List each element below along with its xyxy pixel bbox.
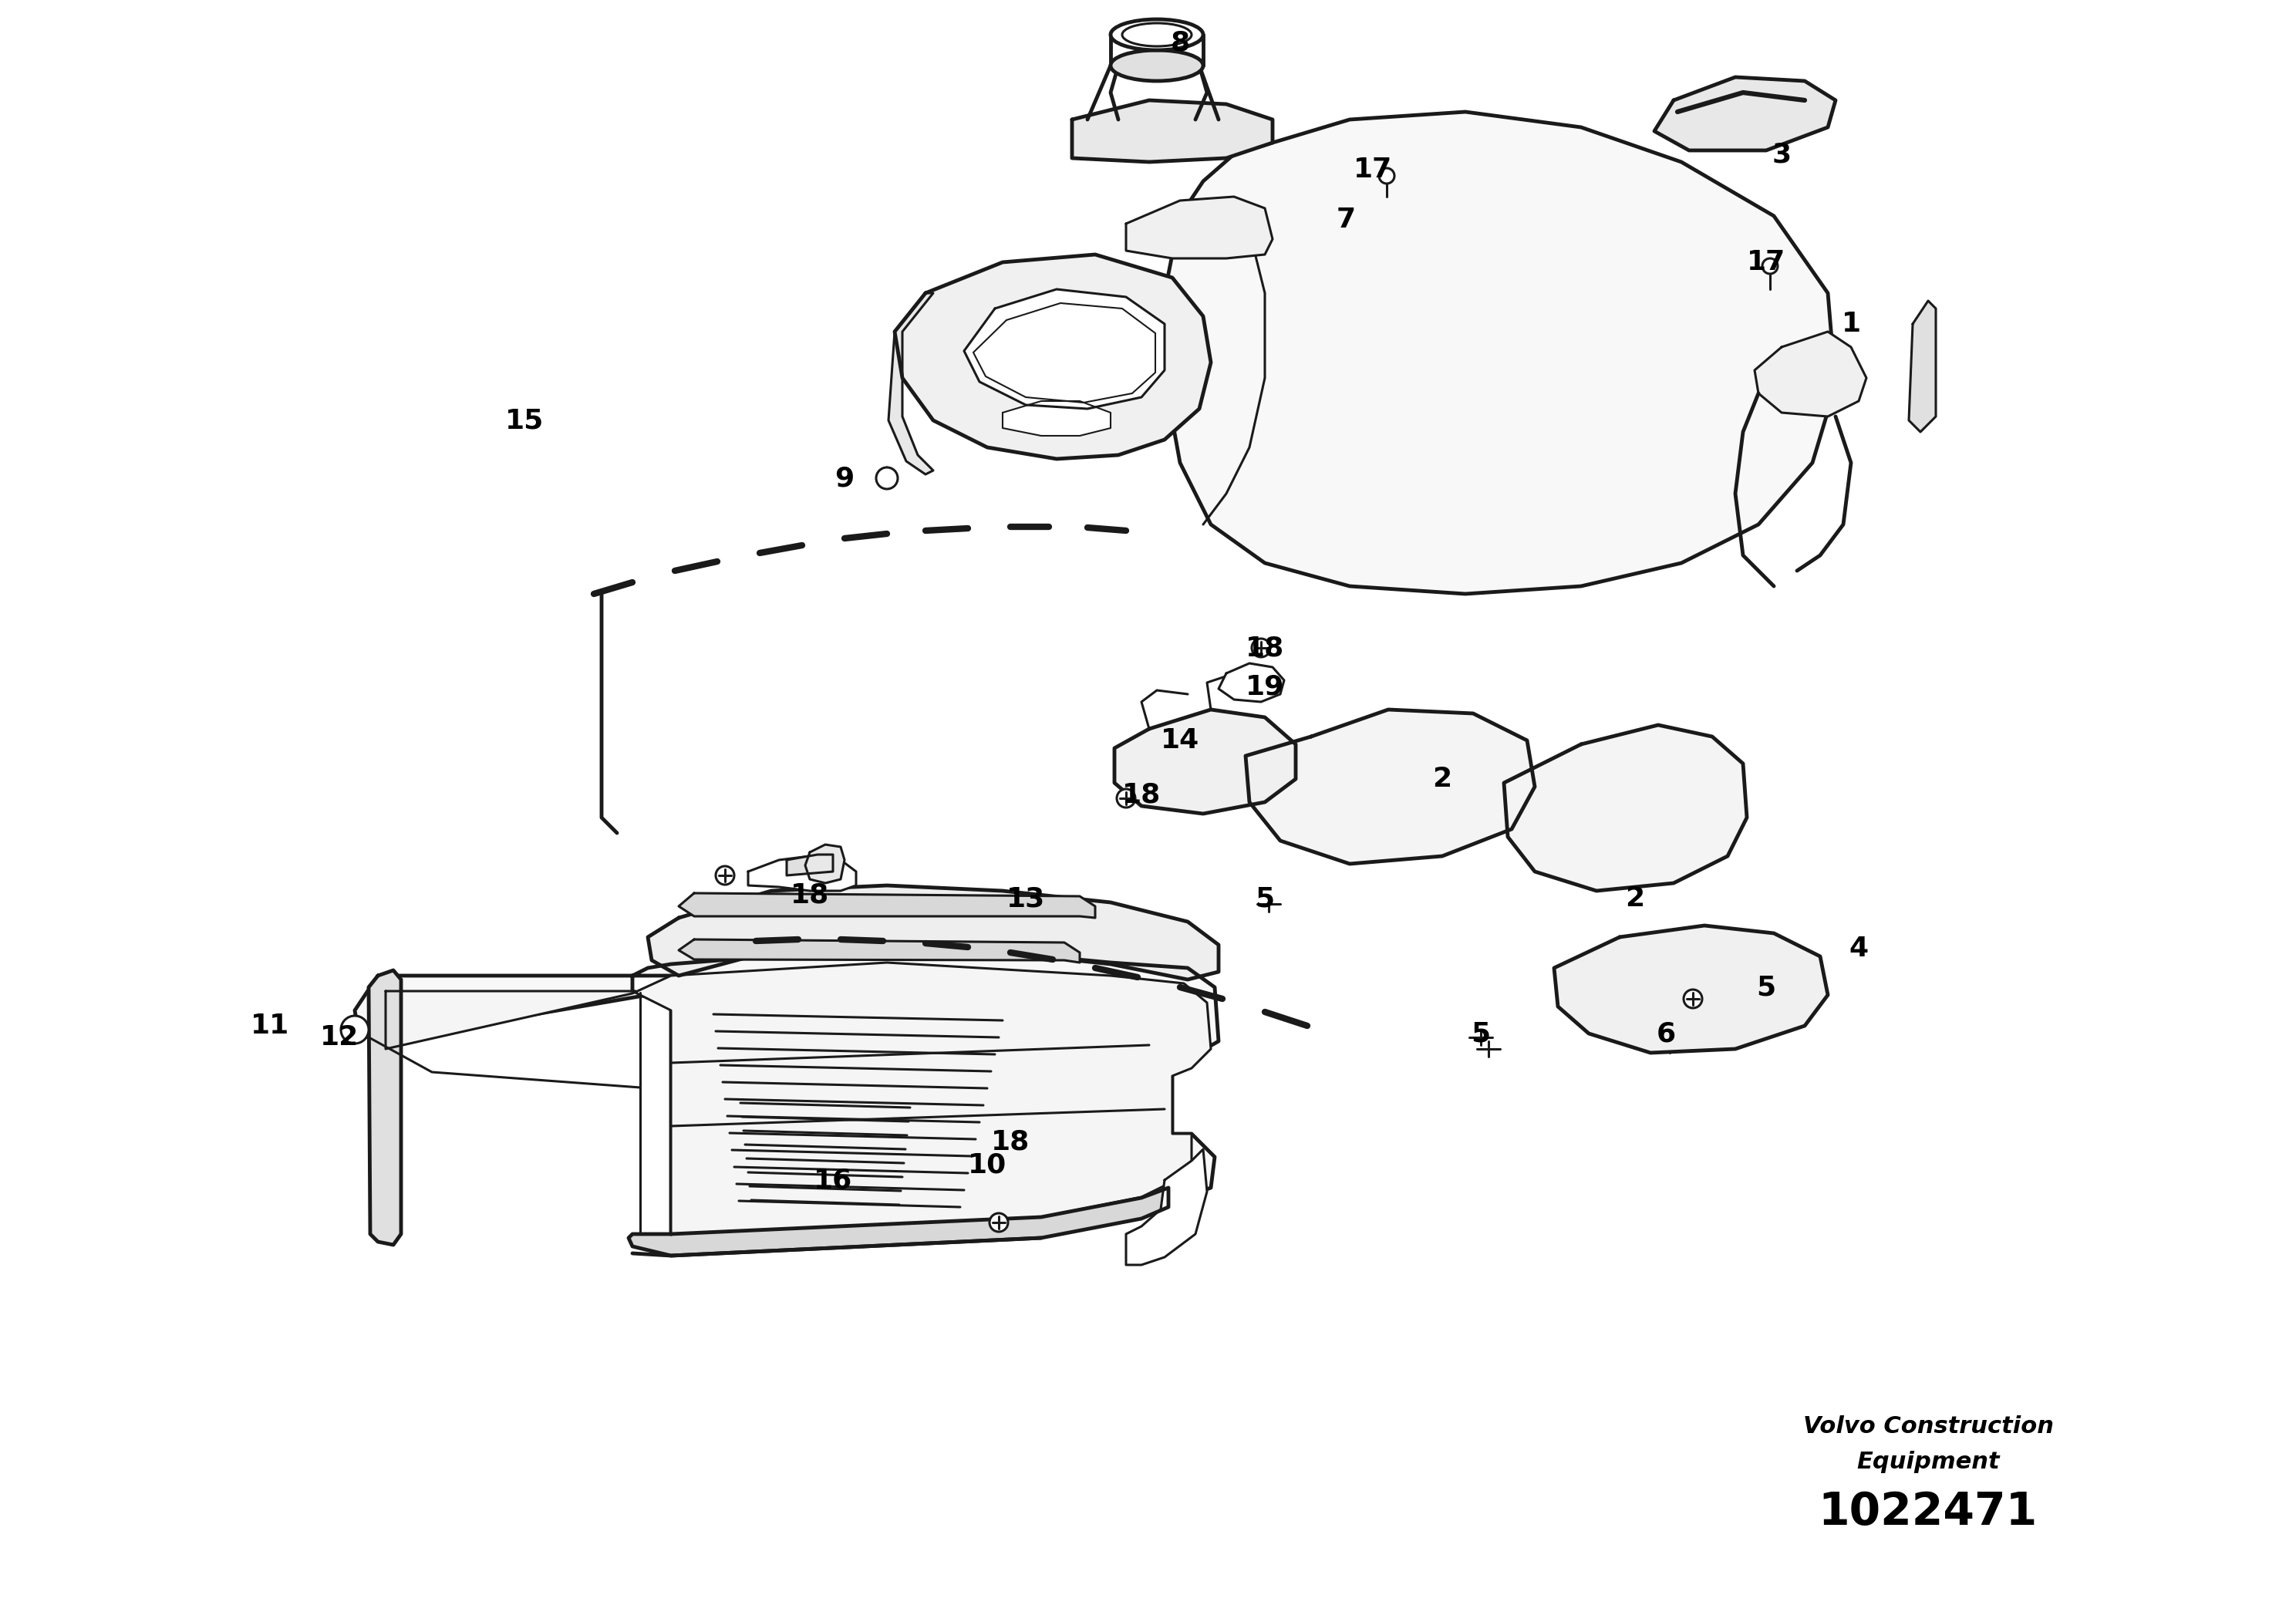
Polygon shape xyxy=(1655,78,1835,151)
Text: 15: 15 xyxy=(505,407,544,433)
Polygon shape xyxy=(647,886,1219,980)
Circle shape xyxy=(1380,169,1394,183)
Polygon shape xyxy=(680,939,1079,962)
Text: 5: 5 xyxy=(1756,975,1775,1001)
Polygon shape xyxy=(748,856,856,890)
Ellipse shape xyxy=(1123,23,1192,47)
Text: 13: 13 xyxy=(1006,886,1045,912)
Polygon shape xyxy=(806,845,845,882)
Text: 7: 7 xyxy=(1336,206,1355,234)
Polygon shape xyxy=(1125,196,1272,258)
Text: 17: 17 xyxy=(1352,157,1391,183)
Circle shape xyxy=(1251,639,1270,657)
Polygon shape xyxy=(680,894,1095,918)
Polygon shape xyxy=(1504,725,1747,890)
Polygon shape xyxy=(386,962,1210,1234)
Text: 8: 8 xyxy=(1171,29,1189,55)
Text: 12: 12 xyxy=(319,1023,358,1051)
Polygon shape xyxy=(1114,709,1295,814)
Text: 14: 14 xyxy=(1162,727,1199,754)
Polygon shape xyxy=(895,255,1210,459)
Polygon shape xyxy=(1219,663,1283,702)
Text: 19: 19 xyxy=(1244,673,1283,699)
Text: 5: 5 xyxy=(1256,886,1274,912)
Polygon shape xyxy=(1164,112,1835,594)
Circle shape xyxy=(340,1015,370,1043)
Text: 10: 10 xyxy=(969,1152,1006,1178)
Polygon shape xyxy=(629,1187,1169,1255)
Text: 18: 18 xyxy=(790,882,829,908)
Text: 17: 17 xyxy=(1747,250,1786,276)
Polygon shape xyxy=(1072,101,1272,162)
Polygon shape xyxy=(1554,926,1828,1053)
Polygon shape xyxy=(356,947,1219,1249)
Text: 16: 16 xyxy=(813,1166,852,1194)
Circle shape xyxy=(716,866,735,884)
Text: 3: 3 xyxy=(1773,141,1791,167)
Text: Volvo Construction: Volvo Construction xyxy=(1802,1416,2053,1439)
Circle shape xyxy=(1763,258,1777,274)
Text: 2: 2 xyxy=(1433,766,1451,792)
Text: 9: 9 xyxy=(836,466,854,491)
Polygon shape xyxy=(889,294,932,474)
Circle shape xyxy=(1116,788,1134,808)
Polygon shape xyxy=(1244,709,1534,865)
Text: 4: 4 xyxy=(1848,936,1869,962)
Ellipse shape xyxy=(1111,19,1203,50)
Polygon shape xyxy=(1908,300,1936,431)
Text: 18: 18 xyxy=(1244,634,1283,662)
Text: 1022471: 1022471 xyxy=(1818,1489,2039,1534)
Text: 18: 18 xyxy=(992,1129,1029,1155)
Polygon shape xyxy=(1754,331,1867,417)
Ellipse shape xyxy=(1111,50,1203,81)
Circle shape xyxy=(877,467,898,488)
Polygon shape xyxy=(1125,1150,1208,1265)
Text: 18: 18 xyxy=(1123,782,1162,808)
Polygon shape xyxy=(788,855,833,876)
Circle shape xyxy=(990,1213,1008,1231)
Text: 6: 6 xyxy=(1655,1020,1676,1046)
Text: 2: 2 xyxy=(1626,886,1644,912)
Text: 5: 5 xyxy=(1472,1020,1490,1046)
Text: 11: 11 xyxy=(250,1012,289,1040)
Text: Equipment: Equipment xyxy=(1857,1450,2000,1473)
Text: 1: 1 xyxy=(1841,311,1860,337)
Polygon shape xyxy=(370,970,402,1244)
Circle shape xyxy=(1683,989,1701,1007)
Polygon shape xyxy=(1003,401,1111,436)
Polygon shape xyxy=(964,289,1164,409)
